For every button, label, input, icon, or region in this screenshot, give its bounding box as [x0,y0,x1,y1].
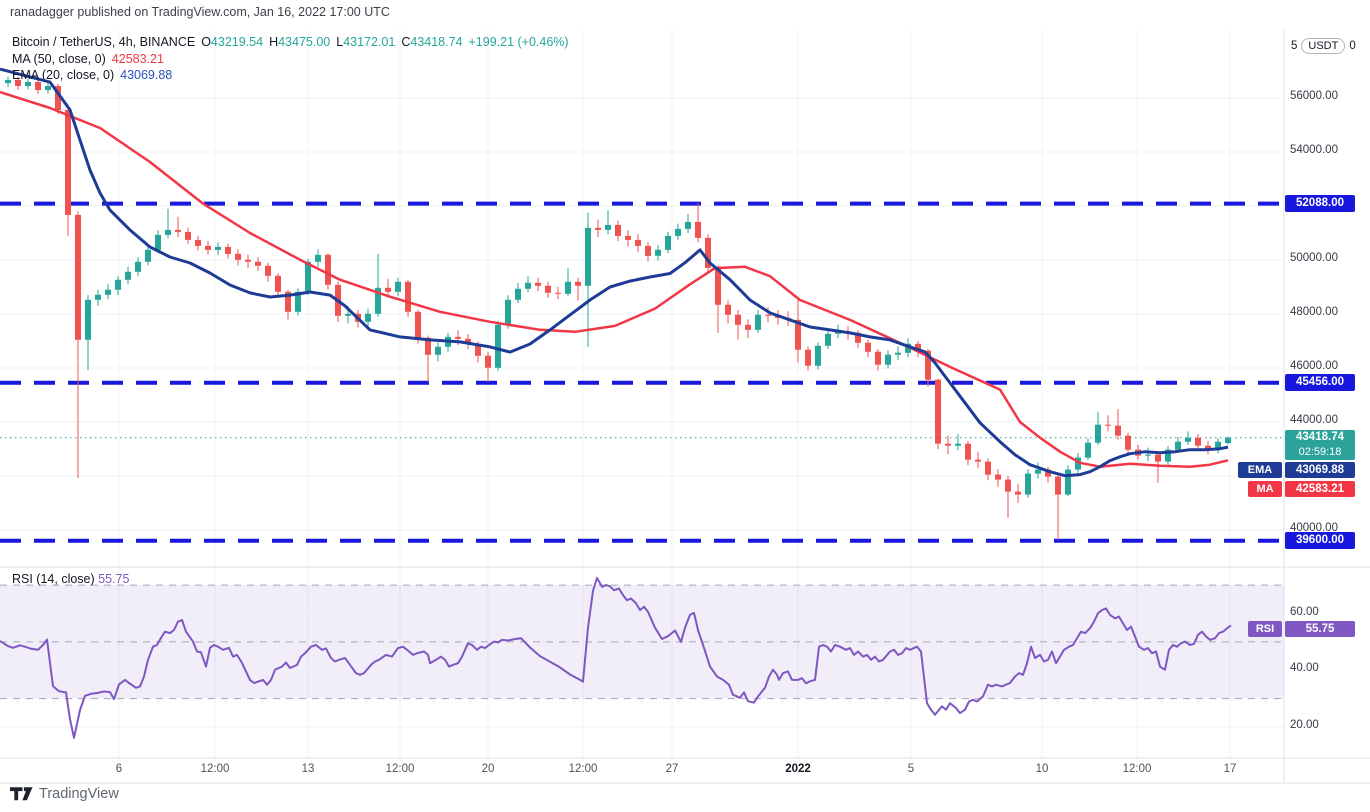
scale-head-left: 5 [1291,40,1298,52]
ohlc-open: O43219.54 [201,35,264,49]
ma-axis-value: 42583.21 [1285,481,1355,497]
rsi-label: RSI (14, close) [12,572,95,586]
rsi-value: 55.75 [98,572,130,586]
price-change: +199.21 (+0.46%) [468,35,569,49]
price-scale-header: 5 USDT 0 [1291,38,1356,54]
last-price-badge: 43418.74 02:59:18 [1285,430,1355,460]
ma-label: MA (50, close, 0) [12,51,106,66]
tradingview-logo-text: TradingView [39,786,119,802]
ema-legend-row[interactable]: EMA (20, close, 0) 43069.88 [12,67,569,84]
main-legend[interactable]: Bitcoin / TetherUS, 4h, BINANCE O43219.5… [12,34,569,84]
ema-value: 43069.88 [120,68,173,82]
ohlc-low: L43172.01 [336,35,396,49]
rsi-legend[interactable]: RSI (14, close) 55.75 [12,572,129,586]
currency-toggle-button[interactable]: USDT [1301,38,1346,54]
symbol-title: Bitcoin / TetherUS, 4h, BINANCE [12,35,196,49]
publish-header: ranadagger published on TradingView.com,… [10,5,390,19]
last-price-value: 43418.74 [1296,431,1344,443]
ema-axis-value: 43069.88 [1285,462,1355,478]
ma-legend-row[interactable]: MA (50, close, 0) 42583.21 [12,51,569,68]
rsi-axis-chip: RSI [1248,621,1282,637]
bar-countdown: 02:59:18 [1298,446,1342,458]
scale-head-right: 0 [1349,40,1356,52]
ema-label: EMA (20, close, 0) [12,68,115,82]
symbol-legend-row: Bitcoin / TetherUS, 4h, BINANCE O43219.5… [12,34,569,51]
ohlc-high: H43475.00 [269,35,331,49]
tradingview-logo-icon [10,787,33,801]
ema-axis-chip: EMA [1238,462,1282,478]
ohlc-close: C43418.74 [401,35,463,49]
rsi-axis-value: 55.75 [1285,621,1355,637]
ma-value: 42583.21 [111,51,164,66]
tradingview-logo[interactable]: TradingView [10,786,119,802]
ma-axis-chip: MA [1248,481,1282,497]
